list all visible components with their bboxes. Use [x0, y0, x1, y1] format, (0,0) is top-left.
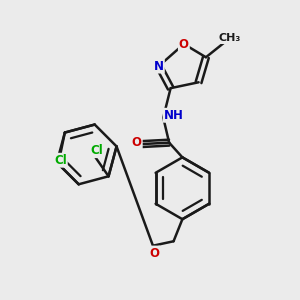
Text: N: N — [154, 60, 164, 73]
Text: Cl: Cl — [54, 154, 67, 167]
Text: Cl: Cl — [90, 144, 103, 157]
Text: NH: NH — [164, 109, 184, 122]
Text: O: O — [149, 247, 159, 260]
Text: O: O — [179, 38, 189, 50]
Text: CH₃: CH₃ — [218, 33, 241, 43]
Text: O: O — [132, 136, 142, 149]
